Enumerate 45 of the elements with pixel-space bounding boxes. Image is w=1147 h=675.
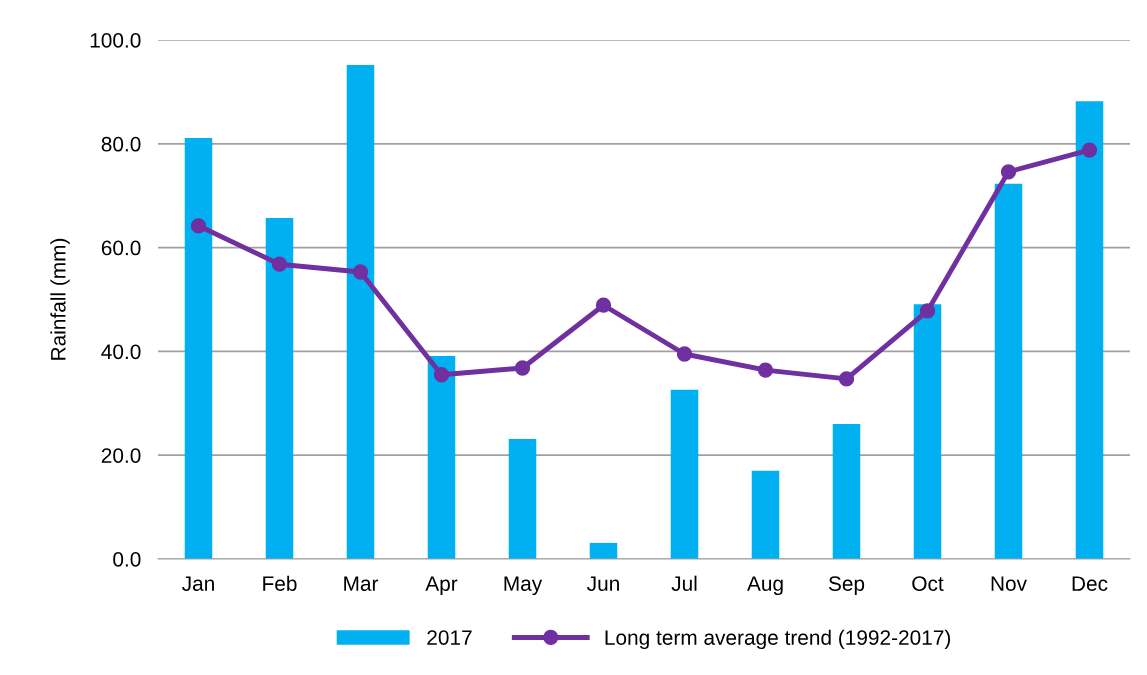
x-tick-label: Oct	[912, 576, 944, 591]
legend-label: 2017	[427, 630, 472, 645]
bar	[751, 470, 780, 559]
bar	[265, 218, 294, 559]
bar	[1075, 101, 1104, 559]
point	[676, 346, 693, 362]
y-tick-label: 100.0	[90, 33, 141, 48]
bar	[994, 183, 1023, 559]
point	[919, 303, 936, 319]
point	[1081, 142, 1098, 158]
point	[352, 264, 369, 280]
point	[514, 360, 531, 376]
x-tick-label: Jul	[671, 575, 697, 591]
bar	[184, 138, 213, 559]
x-tick-label: Sep	[828, 576, 865, 596]
point	[1000, 164, 1017, 180]
x-tick-label: Jan	[182, 576, 214, 591]
bar	[832, 424, 861, 559]
y-axis-title: Rainfall (mm)	[50, 238, 70, 360]
y-tick-label: 80.0	[101, 136, 141, 152]
bar	[346, 64, 375, 559]
bar	[427, 356, 456, 559]
x-tick-label: Nov	[991, 576, 1027, 591]
x-tick-label: Jun	[587, 576, 619, 591]
x-tick-label: Feb	[263, 575, 297, 591]
bar	[589, 542, 618, 559]
point	[838, 371, 855, 387]
x-tick-label: Apr	[425, 576, 458, 596]
x-tick-label: Dec	[1072, 576, 1108, 591]
x-tick-label: Mar	[344, 576, 379, 591]
x-tick-label: Aug	[747, 576, 783, 596]
legend-label: Long term average trend (1992-2017)	[605, 629, 951, 650]
bar	[913, 304, 942, 559]
point	[271, 256, 288, 272]
y-tick-label: 40.0	[101, 344, 141, 360]
y-tick-label: 0.0	[113, 552, 141, 567]
bar	[670, 389, 699, 559]
y-tick-label: 20.0	[101, 448, 141, 463]
point	[190, 218, 207, 234]
point	[757, 362, 774, 378]
point	[433, 367, 450, 383]
x-tick-label: May	[504, 576, 543, 596]
point	[595, 297, 612, 313]
y-tick-label: 60.0	[101, 240, 141, 256]
bar	[508, 439, 537, 559]
